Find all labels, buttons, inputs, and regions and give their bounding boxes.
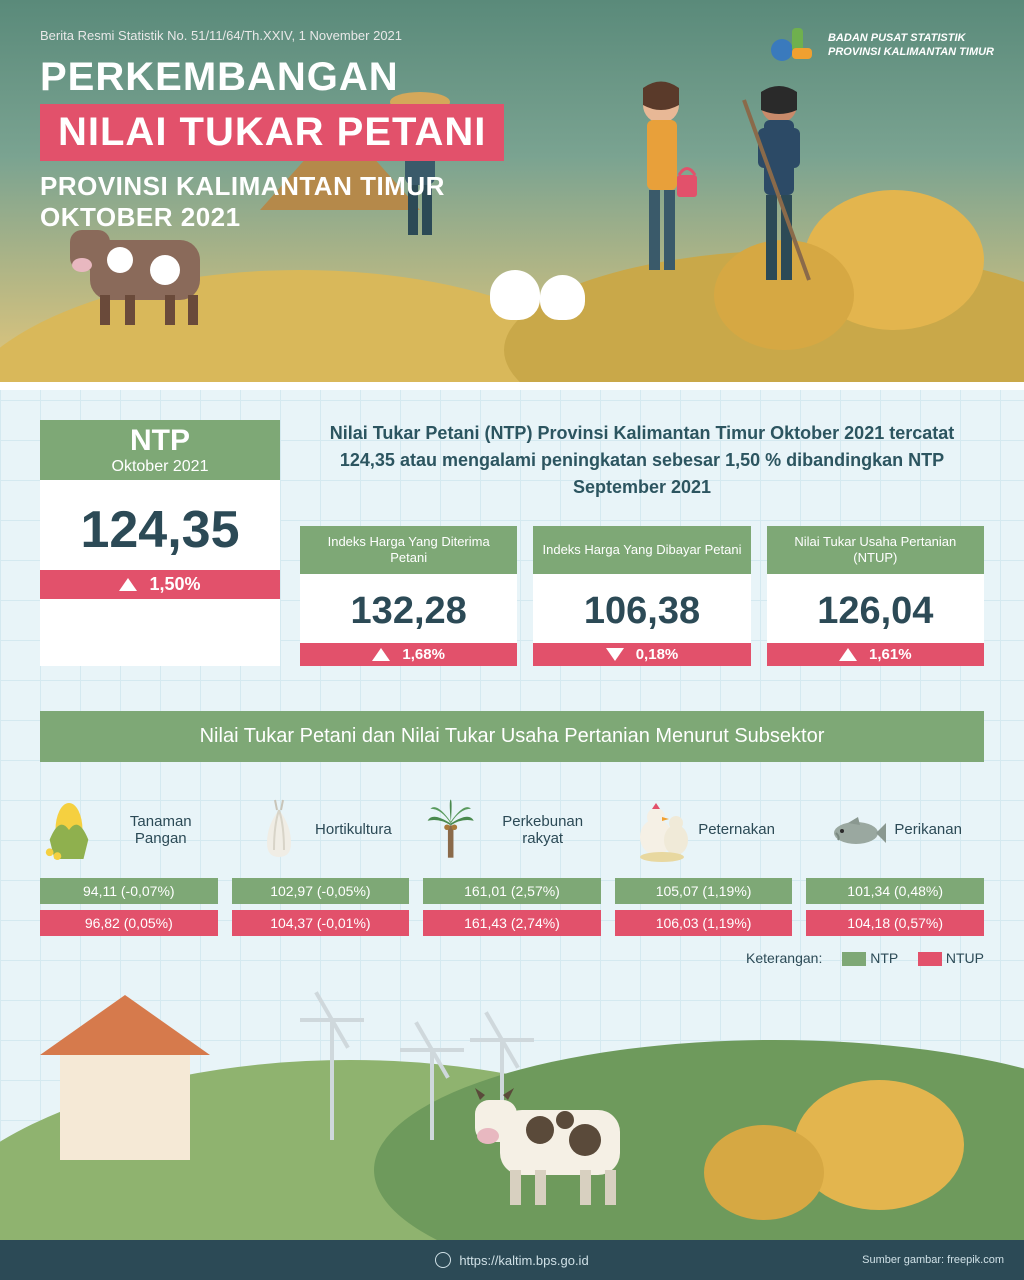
bottom-illustration	[0, 960, 1024, 1240]
sub-label: Perkebunan rakyat	[485, 813, 601, 847]
corn-icon	[40, 795, 98, 865]
sub-ntup-value: 104,18 (0,57%)	[806, 910, 984, 936]
title-line3: PROVINSI KALIMANTAN TIMUR	[40, 171, 504, 202]
card-title: Indeks Harga Yang Dibayar Petani	[533, 526, 750, 574]
sub-perkebunan: Perkebunan rakyat 161,01 (2,57%) 161,43 …	[423, 787, 601, 936]
legend-label: Keterangan:	[746, 950, 822, 966]
chicken-icon	[632, 795, 692, 865]
sub-ntp-value: 161,01 (2,57%)	[423, 878, 601, 904]
card-change: 0,18%	[533, 643, 750, 666]
sub-hortikultura: Hortikultura 102,97 (-0,05%) 104,37 (-0,…	[232, 787, 410, 936]
card-title: Indeks Harga Yang Diterima Petani	[300, 526, 517, 574]
agency-line2: PROVINSI KALIMANTAN TIMUR	[828, 45, 994, 59]
agency-line1: BADAN PUSAT STATISTIK	[828, 31, 994, 45]
bps-logo-icon	[768, 20, 818, 70]
card-value: 106,38	[533, 574, 750, 643]
sub-label: Tanaman Pangan	[104, 813, 218, 847]
sub-label: Peternakan	[698, 821, 775, 838]
title-line1: PERKEMBANGAN	[40, 55, 504, 100]
footer-url: https://kaltim.bps.go.id	[459, 1253, 588, 1268]
palm-icon	[423, 795, 478, 865]
fish-icon	[828, 795, 888, 865]
footer: https://kaltim.bps.go.id Sumber gambar: …	[0, 1240, 1024, 1280]
sub-perikanan: Perikanan 101,34 (0,48%) 104,18 (0,57%)	[806, 787, 984, 936]
sub-label: Perikanan	[894, 821, 962, 838]
sub-peternakan: Peternakan 105,07 (1,19%) 106,03 (1,19%)	[615, 787, 793, 936]
sub-ntp-value: 105,07 (1,19%)	[615, 878, 793, 904]
farmer-bucket-icon	[619, 80, 704, 310]
card-change: 1,61%	[767, 643, 984, 666]
ntp-label: NTP	[130, 424, 190, 458]
subsector-section: Nilai Tukar Petani dan Nilai Tukar Usaha…	[40, 711, 984, 966]
card-dibayar: Indeks Harga Yang Dibayar Petani 106,38 …	[533, 526, 750, 666]
globe-icon	[435, 1252, 451, 1268]
house-icon	[60, 1050, 190, 1160]
card-value: 132,28	[300, 574, 517, 643]
card-diterima: Indeks Harga Yang Diterima Petani 132,28…	[300, 526, 517, 666]
sub-ntp-value: 94,11 (-0,07%)	[40, 878, 218, 904]
sub-ntup-value: 161,43 (2,74%)	[423, 910, 601, 936]
wind-turbine-icon	[430, 1050, 434, 1140]
sub-ntp-value: 102,97 (-0,05%)	[232, 878, 410, 904]
farmer-rake-icon	[734, 80, 824, 320]
agency-block: BADAN PUSAT STATISTIK PROVINSI KALIMANTA…	[768, 20, 994, 70]
arrow-up-icon	[372, 648, 390, 661]
summary-text: Nilai Tukar Petani (NTP) Provinsi Kalima…	[300, 420, 984, 501]
card-ntup: Nilai Tukar Usaha Pertanian (NTUP) 126,0…	[767, 526, 984, 666]
sub-ntup-value: 104,37 (-0,01%)	[232, 910, 410, 936]
arrow-down-icon	[606, 648, 624, 661]
ntp-main-card: NTP Oktober 2021 124,35 1,50%	[40, 420, 280, 666]
legend: Keterangan: NTP NTUP	[40, 950, 984, 966]
subsector-title: Nilai Tukar Petani dan Nilai Tukar Usaha…	[40, 711, 984, 762]
garlic-icon	[249, 795, 309, 865]
legend-ntp-swatch	[842, 952, 866, 966]
citation-text: Berita Resmi Statistik No. 51/11/64/Th.X…	[40, 28, 402, 43]
subsector-row: Tanaman Pangan 94,11 (-0,07%) 96,82 (0,0…	[40, 787, 984, 936]
title-line4: OKTOBER 2021	[40, 202, 504, 233]
sub-tanaman-pangan: Tanaman Pangan 94,11 (-0,07%) 96,82 (0,0…	[40, 787, 218, 936]
arrow-up-icon	[839, 648, 857, 661]
sub-ntup-value: 106,03 (1,19%)	[615, 910, 793, 936]
ntp-period: Oktober 2021	[112, 458, 209, 476]
card-value: 126,04	[767, 574, 984, 643]
ntp-change: 1,50%	[40, 570, 280, 599]
card-change: 1,68%	[300, 643, 517, 666]
wind-turbine-icon	[330, 1020, 334, 1140]
cow-icon	[470, 1080, 660, 1210]
index-cards: Indeks Harga Yang Diterima Petani 132,28…	[300, 526, 984, 666]
arrow-up-icon	[119, 578, 137, 591]
legend-ntup-swatch	[918, 952, 942, 966]
sub-label: Hortikultura	[315, 821, 392, 838]
sub-ntup-value: 96,82 (0,05%)	[40, 910, 218, 936]
sub-ntp-value: 101,34 (0,48%)	[806, 878, 984, 904]
stats-section: NTP Oktober 2021 124,35 1,50% Nilai Tuka…	[0, 390, 1024, 686]
hero-section: Berita Resmi Statistik No. 51/11/64/Th.X…	[0, 0, 1024, 390]
ntp-value: 124,35	[40, 480, 280, 570]
title-block: PERKEMBANGAN NILAI TUKAR PETANI PROVINSI…	[40, 55, 504, 233]
card-title: Nilai Tukar Usaha Pertanian (NTUP)	[767, 526, 984, 574]
title-highlight: NILAI TUKAR PETANI	[40, 104, 504, 161]
image-credit: Sumber gambar: freepik.com	[862, 1254, 1004, 1266]
